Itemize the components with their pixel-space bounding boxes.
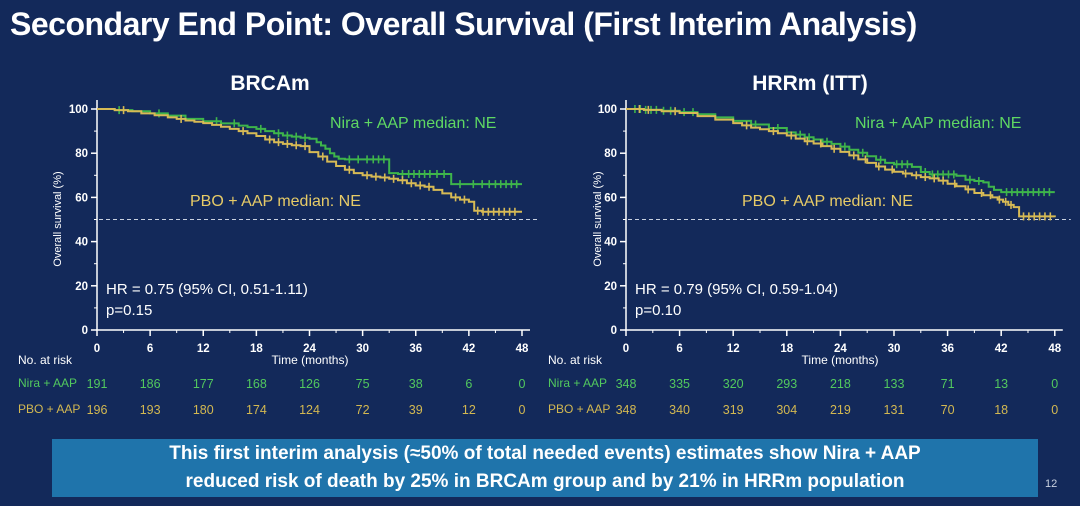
x-tick-label: 18: [250, 343, 263, 355]
at-risk-value: 348: [616, 377, 637, 391]
at-risk-value: 177: [193, 377, 214, 391]
x-tick-label: 0: [94, 343, 100, 355]
pbo-median-annotation: PBO + AAP median: NE: [742, 193, 913, 210]
y-axis-label: Overall survival (%): [52, 171, 64, 267]
at-risk-value: 180: [193, 403, 214, 417]
y-tick-label: 40: [604, 237, 617, 249]
at-risk-value: 191: [87, 377, 108, 391]
at-risk-value: 133: [884, 377, 905, 391]
hazard-ratio-text: HR = 0.79 (95% CI, 0.59-1.04): [635, 281, 839, 298]
at-risk-value: 126: [299, 377, 320, 391]
y-tick-label: 60: [75, 192, 88, 204]
x-tick-label: 24: [834, 343, 847, 355]
at-risk-value: 304: [776, 403, 797, 417]
at-risk-value: 348: [616, 403, 637, 417]
km-curve-pbo-aap: [97, 108, 522, 213]
at-risk-value: 0: [1051, 403, 1058, 417]
km-chart-panel-hrrm: 0 20 40 60 80 100 0 6 12 18 24 30 36 42 48 348 335 320 293…: [540, 62, 1080, 430]
y-axis-label: Overall survival (%): [592, 171, 604, 267]
x-tick-label: 6: [147, 343, 153, 355]
hazard-ratio-text: HR = 0.75 (95% CI, 0.51-1.11): [106, 281, 308, 298]
x-tick-label: 48: [516, 343, 529, 355]
at-risk-value: 18: [994, 403, 1008, 417]
at-risk-row-label-pbo: PBO + AAP: [548, 402, 611, 416]
conclusion-banner: This first interim analysis (≈50% of tot…: [52, 439, 1038, 497]
nira-median-annotation: Nira + AAP median: NE: [855, 115, 1022, 132]
km-curve-pbo-aap: [626, 108, 1056, 218]
at-risk-value: 168: [246, 377, 267, 391]
x-tick-label: 0: [623, 343, 629, 355]
at-risk-value: 193: [140, 403, 161, 417]
conclusion-line-1: This first interim analysis (≈50% of tot…: [169, 443, 921, 465]
x-tick-label: 48: [1048, 343, 1061, 355]
pbo-median-annotation: PBO + AAP median: NE: [190, 193, 361, 210]
conclusion-line-2: reduced risk of death by 25% in BRCAm gr…: [185, 471, 905, 492]
x-tick-label: 24: [303, 343, 316, 355]
x-tick-label: 36: [941, 343, 954, 355]
x-axis-label: Time (months): [801, 353, 879, 367]
y-tick-label: 80: [75, 148, 88, 160]
y-tick-label: 100: [598, 104, 617, 116]
at-risk-value: 219: [830, 403, 851, 417]
at-risk-value: 6: [465, 377, 472, 391]
p-value-text: p=0.10: [635, 302, 682, 319]
at-risk-value: 13: [994, 377, 1008, 391]
no-at-risk-header: No. at risk: [18, 353, 73, 367]
at-risk-value: 39: [409, 403, 423, 417]
at-risk-row-label-nira: Nira + AAP: [18, 376, 78, 390]
x-tick-label: 18: [780, 343, 793, 355]
at-risk-row-label-nira: Nira + AAP: [548, 376, 608, 390]
at-risk-value: 0: [519, 377, 526, 391]
y-tick-label: 20: [604, 281, 617, 293]
y-tick-label: 0: [82, 325, 88, 337]
at-risk-value: 335: [669, 377, 690, 391]
x-tick-label: 12: [727, 343, 740, 355]
at-risk-value: 186: [140, 377, 161, 391]
at-risk-value: 124: [299, 403, 320, 417]
at-risk-value: 319: [723, 403, 744, 417]
y-tick-label: 100: [69, 104, 88, 116]
nira-median-annotation: Nira + AAP median: NE: [330, 115, 497, 132]
at-risk-value: 196: [87, 403, 108, 417]
x-tick-label: 12: [197, 343, 210, 355]
km-chart-panel-brcam: 0 20 40 60 80 100 0 6 12 18 24 30 36 42 48 191 186 177 168…: [0, 62, 540, 430]
y-tick-label: 80: [604, 148, 617, 160]
y-tick-label: 20: [75, 281, 88, 293]
x-tick-label: 36: [409, 343, 422, 355]
at-risk-value: 38: [409, 377, 423, 391]
chart-title-hrrm: HRRm (ITT): [752, 72, 868, 95]
at-risk-value: 0: [519, 403, 526, 417]
x-axis-label: Time (months): [271, 353, 349, 367]
at-risk-value: 75: [356, 377, 370, 391]
at-risk-value: 174: [246, 403, 267, 417]
x-tick-label: 42: [995, 343, 1008, 355]
y-tick-label: 40: [75, 237, 88, 249]
km-plot-hrrm: 0 20 40 60 80 100 0 6 12 18 24 30 36 42 48 348 335 320 293…: [598, 100, 1071, 417]
page-number: 12: [1045, 478, 1058, 490]
x-tick-label: 42: [462, 343, 475, 355]
at-risk-value: 320: [723, 377, 744, 391]
at-risk-value: 340: [669, 403, 690, 417]
slide-title: Secondary End Point: Overall Survival (F…: [10, 6, 917, 42]
chart-title-brcam: BRCAm: [230, 72, 310, 95]
at-risk-row-label-pbo: PBO + AAP: [18, 402, 81, 416]
x-tick-label: 30: [356, 343, 369, 355]
p-value-text: p=0.15: [106, 302, 153, 319]
at-risk-value: 131: [884, 403, 905, 417]
y-tick-label: 60: [604, 192, 617, 204]
at-risk-value: 218: [830, 377, 851, 391]
at-risk-value: 0: [1051, 377, 1058, 391]
no-at-risk-header: No. at risk: [548, 353, 603, 367]
at-risk-value: 70: [941, 403, 955, 417]
at-risk-value: 71: [941, 377, 955, 391]
x-tick-label: 30: [888, 343, 901, 355]
at-risk-value: 12: [462, 403, 476, 417]
at-risk-value: 293: [776, 377, 797, 391]
x-tick-label: 6: [676, 343, 682, 355]
at-risk-value: 72: [356, 403, 370, 417]
y-tick-label: 0: [611, 325, 617, 337]
